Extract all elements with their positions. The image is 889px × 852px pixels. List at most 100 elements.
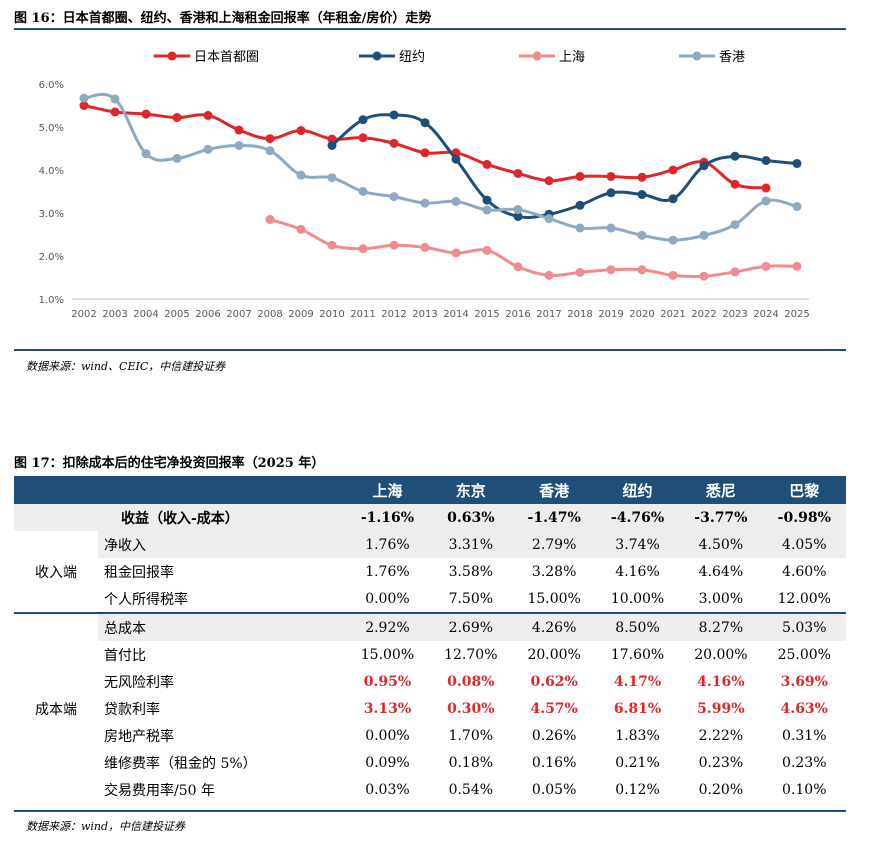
data-point xyxy=(575,267,585,277)
data-point xyxy=(296,224,306,234)
table-cell: 4.17% xyxy=(613,673,662,690)
table-cell: 4.57% xyxy=(530,700,578,717)
data-point xyxy=(296,170,306,180)
row-label: 租金回报率 xyxy=(104,564,174,581)
data-point xyxy=(141,109,151,119)
row-label: 总成本 xyxy=(98,612,346,641)
data-point xyxy=(482,245,492,255)
table-row: 收入端 净收入 1.76% 3.31% 2.79% 3.74% 4.50% 4.05% xyxy=(14,531,846,613)
table-row: 个人所得税率 0.00% 7.50% 15.00% 10.00% 3.00% 12.00% xyxy=(14,585,846,613)
table-cell: 12.70% xyxy=(444,646,498,663)
figure-17-title: 图 17：扣除成本后的住宅净投资回报率（2025 年） xyxy=(14,456,325,471)
column-header: 上海 xyxy=(345,476,430,504)
x-tick-label: 2012 xyxy=(381,309,406,320)
table-cell: 0.95% xyxy=(363,673,412,690)
table-cell: 3.74% xyxy=(595,531,680,558)
table-cell: 0.30% xyxy=(447,700,495,717)
data-point xyxy=(792,261,802,271)
x-tick-label: 2025 xyxy=(784,309,809,320)
data-point xyxy=(637,265,647,275)
table-cell: 0.00% xyxy=(365,590,410,607)
x-tick-label: 2003 xyxy=(102,309,127,320)
y-tick-label: 4.0% xyxy=(39,166,64,177)
x-tick-label: 2014 xyxy=(443,309,468,320)
table-cell: 20.00% xyxy=(694,646,748,663)
table-cell: 0.62% xyxy=(530,673,578,690)
table-cell: 3.28% xyxy=(531,563,577,580)
legend-swatch-marker xyxy=(372,51,382,61)
data-point xyxy=(265,146,275,156)
row-label: 交易费用率/50 年 xyxy=(104,782,215,799)
x-tick-label: 2021 xyxy=(660,309,685,320)
data-point xyxy=(699,230,709,240)
figure-17-source: 数据来源：wind，中信建投证券 xyxy=(26,820,186,833)
chart-axes: 1.0% 2.0% 3.0% 4.0% 5.0% 6.0% 2002 2003 2004 2005… xyxy=(39,80,810,320)
data-point xyxy=(544,214,554,224)
x-tick-label: 2024 xyxy=(753,309,778,320)
legend-label: 香港 xyxy=(719,50,745,65)
x-tick-label: 2009 xyxy=(288,309,313,320)
x-tick-label: 2008 xyxy=(257,309,282,320)
data-point xyxy=(172,113,182,123)
table-cell: 0.23% xyxy=(698,754,744,771)
data-point xyxy=(482,205,492,215)
data-point xyxy=(389,138,399,148)
data-point xyxy=(327,173,337,183)
series-line xyxy=(331,113,798,219)
table-cell: 3.00% xyxy=(698,590,744,607)
data-point xyxy=(420,118,430,128)
data-point xyxy=(606,171,616,181)
table-cell: 17.60% xyxy=(610,646,665,663)
legend-swatch-marker xyxy=(692,51,702,61)
table-cell: 0.12% xyxy=(615,781,660,798)
data-point xyxy=(730,151,740,161)
figure-16-title: 图 16：日本首都圈、纽约、香港和上海租金回报率（年租金/房价）走势 xyxy=(14,11,432,26)
legend-item: 上海 xyxy=(519,50,585,65)
data-point xyxy=(513,262,523,272)
table-cell: 8.50% xyxy=(595,612,680,641)
table-cell: 2.69% xyxy=(429,612,513,641)
data-point xyxy=(234,125,244,135)
x-tick-label: 2018 xyxy=(567,309,592,320)
table-cell: 6.81% xyxy=(613,700,662,717)
series-line xyxy=(269,218,798,279)
figure-16-source: 数据来源：wind、CEIC，中信建投证券 xyxy=(26,360,226,373)
table-header-row: 上海 东京 香港 纽约 悉尼 巴黎 xyxy=(14,476,846,504)
x-tick-label: 2022 xyxy=(691,309,716,320)
table-cell: 15.00% xyxy=(360,646,415,663)
row-label: 维修费率（租金的 5%） xyxy=(104,755,257,772)
table-cell: 4.64% xyxy=(698,563,744,580)
data-point xyxy=(513,211,523,221)
group-label: 成本端 xyxy=(14,612,98,803)
y-tick-label: 5.0% xyxy=(39,123,64,134)
x-tick-label: 2013 xyxy=(412,309,437,320)
data-point xyxy=(358,244,368,254)
data-point xyxy=(575,223,585,233)
table-cell: 4.05% xyxy=(762,531,846,558)
table-cell: 0.23% xyxy=(782,754,827,771)
data-point xyxy=(730,179,740,189)
data-point xyxy=(79,93,89,103)
data-point xyxy=(761,261,771,271)
table-row: 贷款利率 3.13% 0.30% 4.57% 6.81% 5.99% 4.63% xyxy=(14,695,846,722)
row-label: 个人所得税率 xyxy=(104,591,188,608)
data-point xyxy=(513,168,523,178)
data-point xyxy=(606,265,616,275)
series-line xyxy=(83,104,767,190)
legend-swatch-marker xyxy=(167,51,177,61)
data-point xyxy=(358,187,368,196)
table-row: 租金回报率 1.76% 3.58% 3.28% 4.16% 4.64% 4.60% xyxy=(14,558,846,585)
y-tick-label: 6.0% xyxy=(39,80,64,91)
data-point xyxy=(575,171,585,181)
data-point xyxy=(699,271,709,281)
data-point xyxy=(327,140,337,150)
data-point xyxy=(172,153,182,163)
table-body: 收益（收入-成本） -1.16% 0.63% -1.47% -4.76% -3.77% -0… xyxy=(14,504,846,803)
x-tick-label: 2019 xyxy=(598,309,623,320)
data-point xyxy=(389,192,399,202)
data-point xyxy=(544,270,554,280)
data-point xyxy=(327,240,337,250)
x-tick-label: 2002 xyxy=(71,309,96,320)
column-header: 东京 xyxy=(429,476,513,504)
table-cell: 4.16% xyxy=(615,563,660,580)
